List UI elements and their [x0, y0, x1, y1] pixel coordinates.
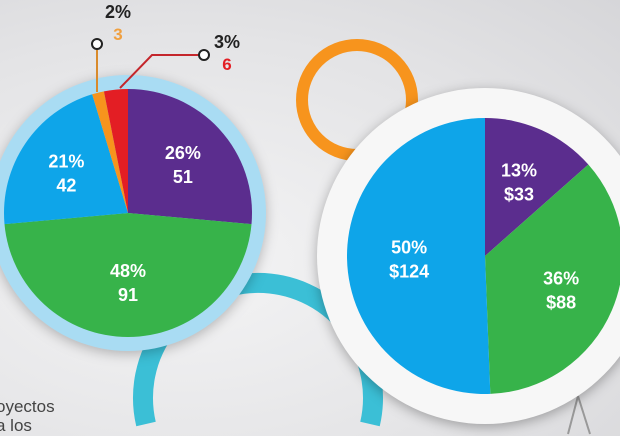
right-pie: 13% $33 36% $88 50% $124 — [347, 118, 620, 394]
pie-slice-percent-label: 13% — [501, 161, 537, 181]
body-text-line: oyectos — [0, 397, 55, 416]
pie-slice — [103, 89, 128, 213]
pie-slice-percent-label: 21% — [48, 151, 84, 171]
pie-slice-value-label: $124 — [389, 261, 429, 281]
callout-line-red — [119, 54, 203, 89]
pie-slice-value-label: $33 — [504, 185, 534, 205]
pie-slice — [3, 94, 128, 225]
callout-value-red: 6 — [222, 55, 231, 74]
callout-dot-red — [198, 49, 210, 61]
left-pie: 26% 51 48% 91 21% 42 — [3, 89, 252, 337]
decorative-gray-line — [577, 395, 591, 435]
callout-dot-orange — [91, 38, 103, 50]
body-text-line: a los — [0, 416, 32, 435]
pie-slice-value-label: 42 — [56, 175, 76, 195]
pie-slice-value-label: 91 — [118, 285, 138, 305]
callouts: 2% 3 3% 6 — [91, 2, 240, 92]
pie-slice — [485, 164, 620, 394]
pie-slice — [92, 91, 128, 213]
pie-slice-value-label: $88 — [546, 293, 576, 313]
pie-slice-percent-label: 48% — [110, 261, 146, 281]
pie-slice — [347, 118, 491, 394]
pie-slice — [485, 118, 589, 256]
pie-slice-percent-label: 50% — [391, 237, 427, 257]
pie-slice — [4, 213, 252, 337]
pie-slice — [128, 89, 252, 225]
pie-slice-percent-label: 26% — [165, 143, 201, 163]
pie-slice-percent-label: 36% — [543, 269, 579, 289]
decorative-gray-line — [567, 395, 579, 435]
callout-percent-red: 3% — [214, 32, 240, 52]
callout-percent-orange: 2% — [105, 2, 131, 22]
pie-slice-value-label: 51 — [173, 167, 193, 187]
callout-value-orange: 3 — [113, 25, 122, 44]
